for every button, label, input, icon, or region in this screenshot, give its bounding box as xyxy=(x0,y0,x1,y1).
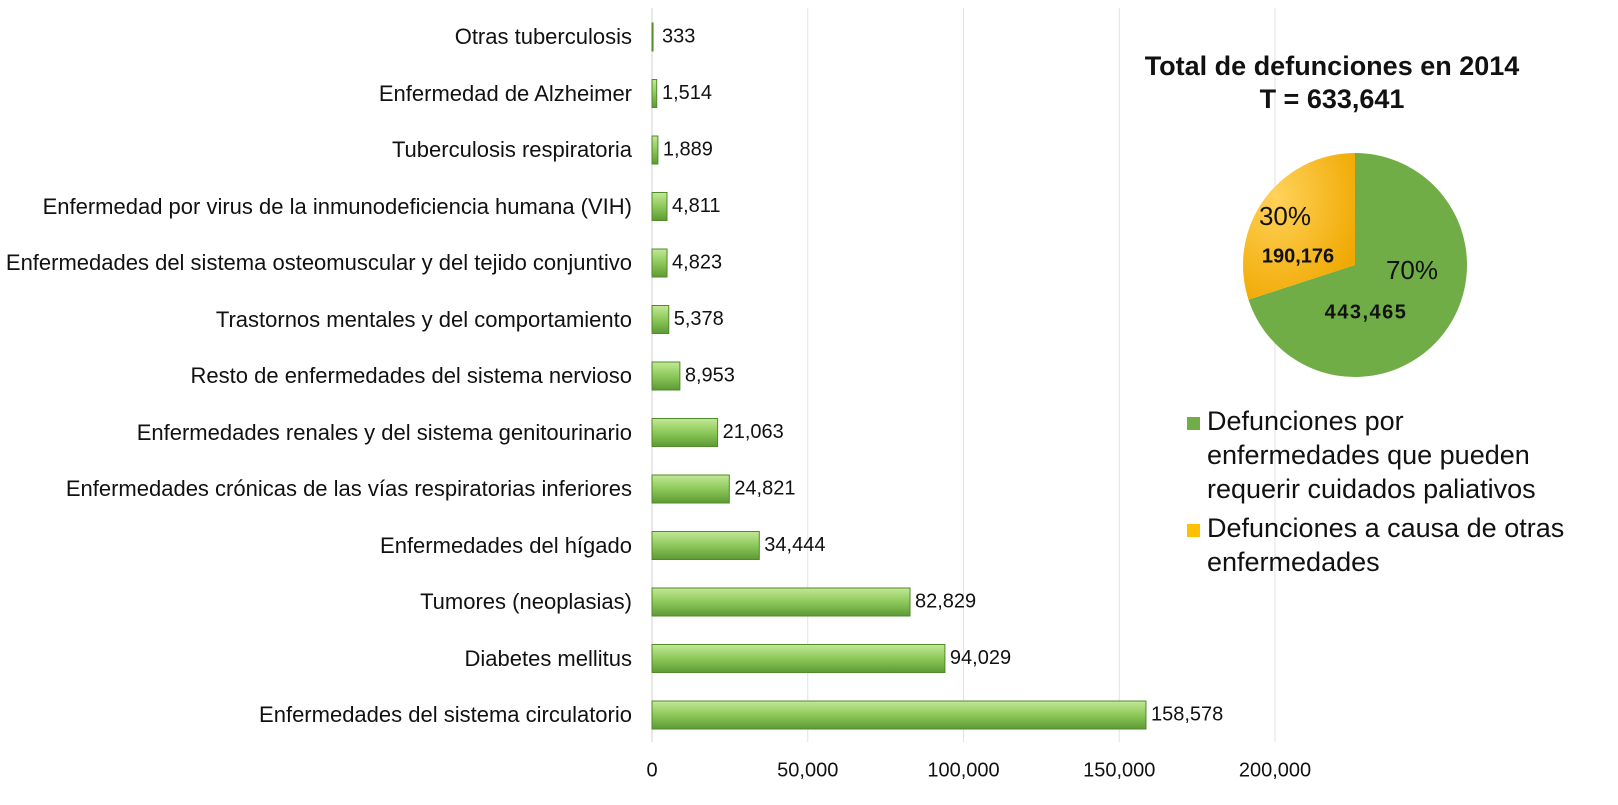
y-tick-label: Otras tuberculosis xyxy=(454,24,632,49)
x-tick-label: 100,000 xyxy=(927,759,999,781)
value-label: 8,953 xyxy=(685,364,735,386)
value-label: 333 xyxy=(662,25,695,47)
pie-slice xyxy=(1248,153,1468,377)
value-label: 24,821 xyxy=(734,477,795,499)
y-tick-label: Diabetes mellitus xyxy=(464,645,632,671)
x-tick-label: 200,000 xyxy=(1239,759,1311,781)
pie-subtitle: T = 633,641 xyxy=(1260,84,1405,114)
bar xyxy=(651,361,681,391)
y-tick-label: Enfermedades del sistema circulatorio xyxy=(259,702,632,727)
pie-percent-label: 70% xyxy=(1386,255,1438,285)
pie-slice xyxy=(1242,153,1355,300)
value-label: 1,889 xyxy=(663,138,713,160)
y-tick-label: Enfermedades del hígado xyxy=(380,532,632,558)
pie-amount-label: 190,176 xyxy=(1262,245,1334,267)
value-label: 1,514 xyxy=(662,82,712,104)
x-tick-label: 50,000 xyxy=(777,759,838,781)
legend-label: Defunciones por enfermedades que pueden … xyxy=(1207,406,1536,504)
x-tick-label: 150,000 xyxy=(1083,759,1155,781)
bar xyxy=(651,531,760,560)
value-label: 94,029 xyxy=(950,647,1011,669)
y-tick-label: Resto de enfermedades del sistema nervio… xyxy=(190,363,632,388)
value-label: 4,811 xyxy=(672,195,721,217)
bar xyxy=(651,418,719,447)
bar xyxy=(651,474,730,504)
value-label: 34,444 xyxy=(764,534,825,556)
value-label: 4,823 xyxy=(672,251,722,273)
legend-marker xyxy=(1187,417,1200,430)
y-tick-label: Enfermedad por virus de la inmunodeficie… xyxy=(42,193,632,219)
pie-amount-label: 443,465 xyxy=(1325,301,1408,323)
bar xyxy=(651,305,670,334)
bar xyxy=(651,22,654,52)
y-tick-label: Enfermedades crónicas de las vías respir… xyxy=(65,476,632,501)
value-label: 5,378 xyxy=(674,308,724,330)
value-label: 21,063 xyxy=(723,421,784,443)
bar xyxy=(651,192,668,221)
y-tick-label: Tumores (neoplasias) xyxy=(420,589,632,614)
x-tick-label: 0 xyxy=(646,759,657,781)
bar xyxy=(651,248,668,278)
bar xyxy=(651,587,911,617)
y-tick-label: Trastornos mentales y del comportamiento xyxy=(215,306,632,332)
bar xyxy=(651,700,1147,730)
bar xyxy=(651,644,946,673)
legend-marker xyxy=(1187,524,1200,537)
bar xyxy=(651,79,658,108)
y-tick-label: Enfermedad de Alzheimer xyxy=(378,80,632,106)
legend-label: Defunciones a causa de otras enfermedade… xyxy=(1207,513,1565,577)
y-tick-label: Enfermedades renales y del sistema genit… xyxy=(136,419,632,445)
pie-title: Total de defunciones en 2014 xyxy=(1145,51,1520,81)
value-label: 158,578 xyxy=(1151,703,1223,725)
pie-percent-label: 30% xyxy=(1259,201,1311,231)
y-tick-label: Tuberculosis respiratoria xyxy=(391,137,632,162)
value-label: 82,829 xyxy=(915,590,976,612)
y-tick-label: Enfermedades del sistema osteomuscular y… xyxy=(5,250,632,275)
bar xyxy=(651,135,659,165)
